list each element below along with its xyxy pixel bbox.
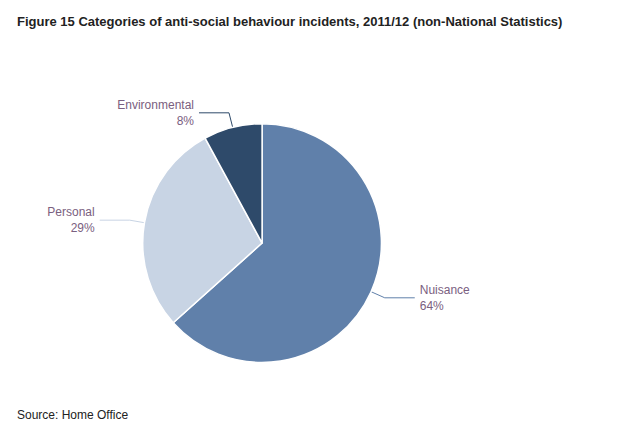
svg-text:29%: 29%	[71, 221, 95, 235]
svg-text:Environmental: Environmental	[117, 98, 194, 112]
svg-text:64%: 64%	[420, 299, 444, 313]
svg-text:Nuisance: Nuisance	[420, 283, 470, 297]
svg-text:Figure 15 Categories of anti-s: Figure 15 Categories of anti-social beha…	[17, 14, 562, 29]
svg-text:Personal: Personal	[47, 205, 94, 219]
svg-text:8%: 8%	[177, 114, 195, 128]
svg-text:Source: Home Office: Source: Home Office	[17, 408, 128, 422]
